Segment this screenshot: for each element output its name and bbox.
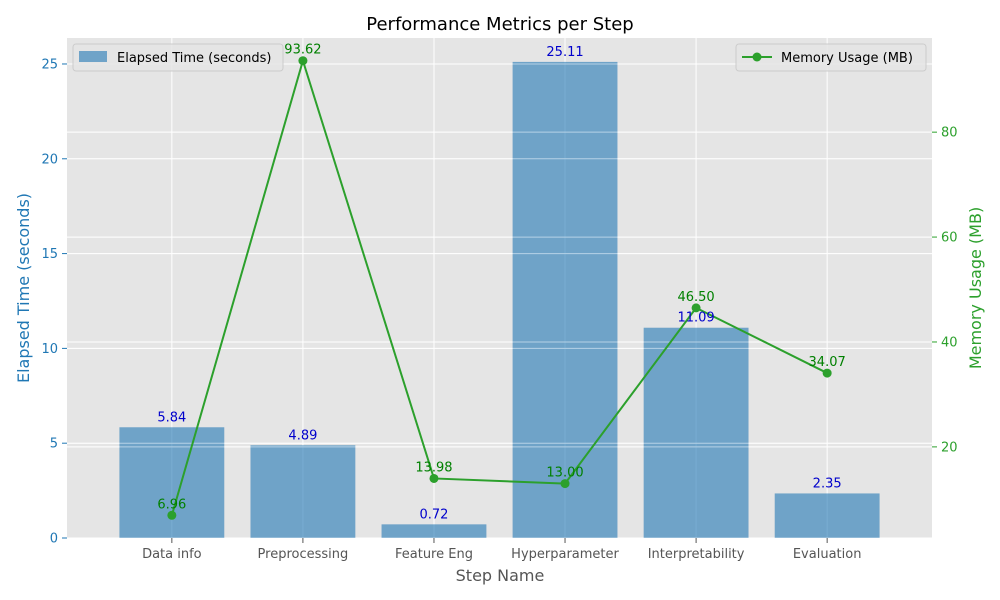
bar-value-label: 5.84 bbox=[157, 410, 186, 425]
bar-value-label: 2.35 bbox=[813, 476, 842, 491]
memory-value-label: 6.96 bbox=[157, 497, 186, 512]
memory-point bbox=[691, 303, 701, 313]
memory-value-label: 13.00 bbox=[546, 466, 583, 481]
bar bbox=[381, 524, 487, 538]
bar bbox=[119, 427, 225, 538]
legend-bar-label: Elapsed Time (seconds) bbox=[117, 51, 271, 66]
line-layer bbox=[167, 56, 832, 520]
y-left-tick-label: 15 bbox=[41, 247, 58, 262]
y-left-tick-label: 20 bbox=[41, 152, 58, 167]
bar-value-label: 0.72 bbox=[419, 507, 448, 522]
x-tick-label: Feature Eng bbox=[395, 547, 473, 562]
axis-layer: 0 5 10 15 20 25 20 40 60 80 Data info Preprocessing… bbox=[41, 57, 957, 562]
bar-value-label: 4.89 bbox=[288, 428, 317, 443]
legend-bar-swatch bbox=[79, 51, 107, 62]
memory-value-label: 34.07 bbox=[809, 355, 846, 370]
y-left-tick-label: 5 bbox=[50, 437, 58, 452]
bar-layer bbox=[67, 61, 932, 539]
bar-value-label: 11.09 bbox=[677, 311, 714, 326]
x-tick-label: Data info bbox=[142, 547, 202, 562]
y-right-tick-label: 80 bbox=[941, 126, 958, 141]
bar bbox=[774, 493, 880, 538]
chart-title: Performance Metrics per Step bbox=[366, 14, 633, 35]
x-tick-label: Interpretability bbox=[648, 547, 745, 562]
bar bbox=[643, 327, 749, 538]
x-tick-label: Evaluation bbox=[793, 547, 862, 562]
memory-point bbox=[560, 479, 570, 489]
y-right-tick-label: 40 bbox=[941, 335, 958, 350]
bar bbox=[512, 61, 618, 539]
memory-line bbox=[170, 57, 828, 516]
legend-right-frame bbox=[735, 43, 927, 72]
memory-point bbox=[298, 56, 308, 66]
y-right-tick-label: 20 bbox=[941, 440, 958, 455]
data-label-layer: 5.84 4.89 0.72 25.11 11.09 2.35 6.96 93.62 13.98… bbox=[157, 43, 845, 523]
y-left-tick-label: 25 bbox=[41, 57, 58, 72]
legend-line-label: Memory Usage (MB) bbox=[781, 51, 913, 66]
legend-left: Elapsed Time (seconds) bbox=[72, 43, 284, 72]
memory-point bbox=[429, 473, 439, 483]
legend-left-frame bbox=[72, 43, 284, 72]
memory-point bbox=[167, 510, 177, 520]
x-tick-label: Preprocessing bbox=[258, 547, 349, 562]
y-axis-label-right: Memory Usage (MB) bbox=[966, 207, 985, 369]
memory-value-label: 13.98 bbox=[415, 460, 452, 475]
memory-value-label: 93.62 bbox=[284, 43, 321, 58]
y-right-tick-label: 60 bbox=[941, 231, 958, 246]
legend-line-marker bbox=[752, 52, 762, 62]
bar bbox=[250, 445, 356, 538]
x-tick-label: Hyperparameter bbox=[511, 547, 619, 562]
y-left-tick-label: 10 bbox=[41, 342, 58, 357]
legend-right: Memory Usage (MB) bbox=[735, 43, 927, 72]
memory-point bbox=[822, 368, 832, 378]
memory-value-label: 46.50 bbox=[677, 290, 714, 305]
y-axis-label-left: Elapsed Time (seconds) bbox=[14, 193, 33, 383]
x-axis-label: Step Name bbox=[456, 566, 545, 585]
bar-value-label: 25.11 bbox=[546, 45, 583, 60]
y-left-tick-label: 0 bbox=[50, 532, 58, 547]
